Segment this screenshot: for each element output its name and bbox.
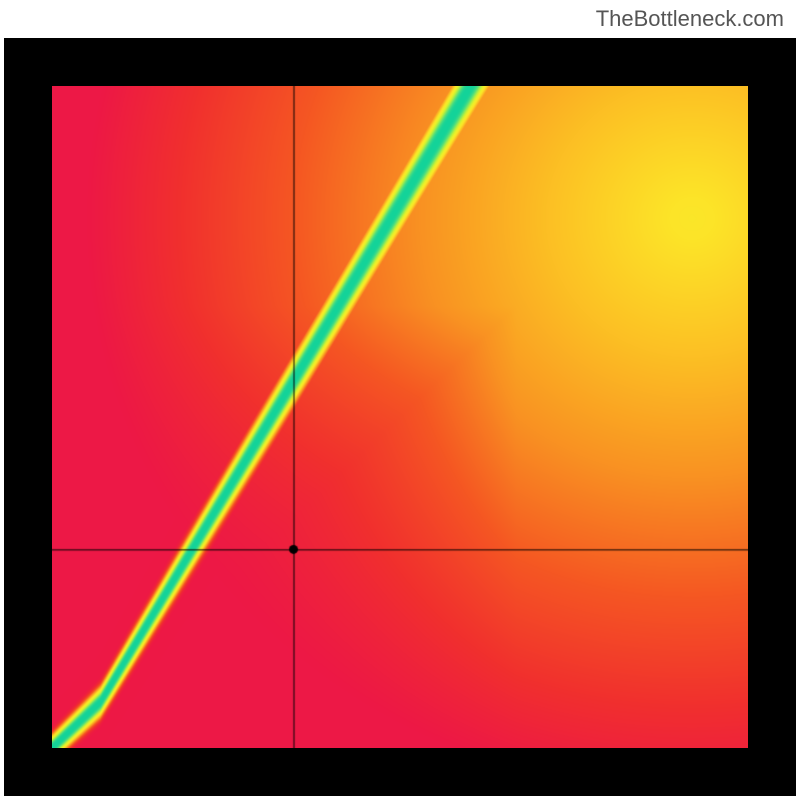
watermark-text: TheBottleneck.com: [596, 6, 784, 32]
heatmap-plot-area: [52, 86, 748, 748]
crosshair-overlay: [52, 86, 748, 748]
